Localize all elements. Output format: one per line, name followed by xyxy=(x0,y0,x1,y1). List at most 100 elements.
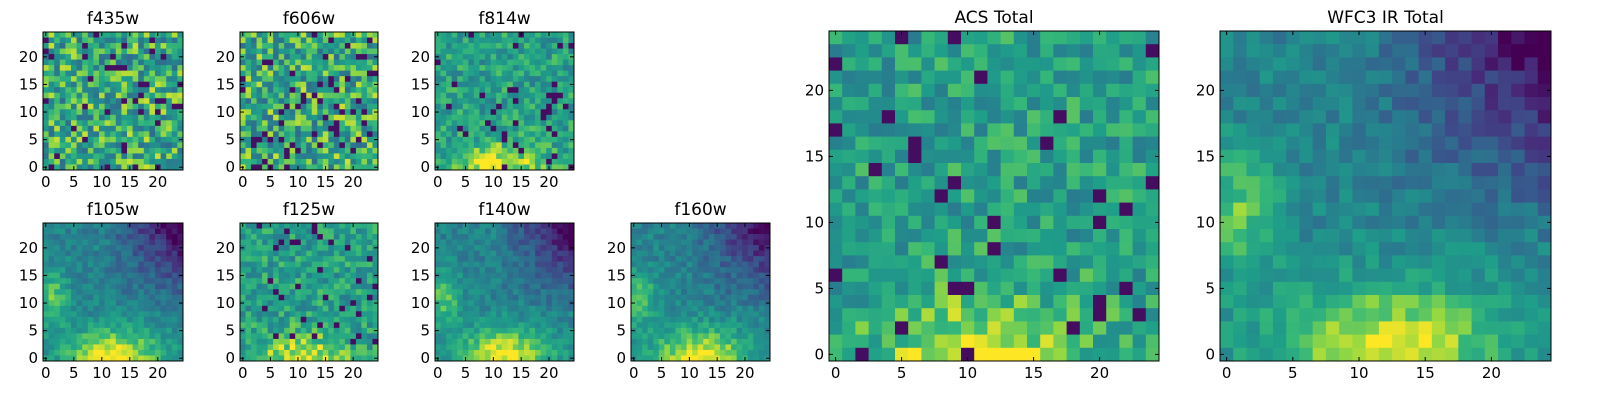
heatmap-cell xyxy=(485,283,491,290)
heatmap-cell xyxy=(71,322,77,329)
heatmap-cell xyxy=(451,239,458,246)
heatmap-cell xyxy=(251,223,257,229)
heatmap-cell xyxy=(110,305,117,312)
heatmap-cell xyxy=(546,256,553,263)
heatmap-cell xyxy=(747,272,754,279)
heatmap-cell xyxy=(82,245,89,251)
heatmap-cell xyxy=(121,158,128,165)
heatmap-cell xyxy=(251,333,257,340)
heatmap-cell xyxy=(855,110,869,124)
heatmap-cell xyxy=(518,76,525,83)
heatmap-cell xyxy=(138,305,145,312)
heatmap-cell xyxy=(251,322,257,329)
heatmap-cell xyxy=(48,81,55,88)
heatmap-cell xyxy=(93,70,100,77)
heatmap-cell xyxy=(350,59,357,66)
heatmap-cell xyxy=(256,327,263,334)
heatmap-cell xyxy=(529,76,536,83)
heatmap-cell xyxy=(65,147,72,154)
x-tick-label: 20 xyxy=(539,364,558,382)
heatmap-cell xyxy=(647,294,654,301)
heatmap-cell xyxy=(87,37,94,44)
heatmap-cell xyxy=(372,76,379,83)
heatmap-cell xyxy=(166,300,173,307)
heatmap-cell xyxy=(82,228,89,235)
heatmap-cell xyxy=(138,142,145,149)
heatmap-cell xyxy=(273,300,280,307)
heatmap-cell xyxy=(468,65,475,72)
heatmap-cell xyxy=(300,223,307,229)
heatmap-cell xyxy=(551,76,558,83)
heatmap-cell xyxy=(551,87,558,94)
heatmap-cell xyxy=(557,355,564,362)
heatmap-cell xyxy=(317,54,324,60)
heatmap-cell xyxy=(457,228,464,235)
heatmap-cell xyxy=(551,114,558,121)
heatmap-cell xyxy=(961,176,975,190)
heatmap-cell xyxy=(535,234,542,240)
heatmap-cell xyxy=(446,76,453,83)
heatmap-cell xyxy=(473,234,480,240)
heatmap-cell xyxy=(719,283,726,290)
heatmap-cell xyxy=(479,109,486,116)
heatmap-cell xyxy=(160,272,167,279)
heatmap-cell xyxy=(155,267,161,274)
heatmap-cell xyxy=(842,97,856,111)
heatmap-cell xyxy=(692,245,699,251)
heatmap-cell xyxy=(110,228,117,235)
heatmap-cell xyxy=(725,311,732,318)
heatmap-cell xyxy=(921,149,935,164)
heatmap-cell xyxy=(166,234,173,240)
heatmap-cell xyxy=(485,59,491,66)
heatmap-cell xyxy=(496,158,503,165)
heatmap-cell xyxy=(82,131,89,138)
heatmap-cell xyxy=(333,65,340,72)
heatmap-cell xyxy=(240,322,246,329)
heatmap-cell xyxy=(54,76,61,83)
heatmap-cell xyxy=(306,322,313,329)
heatmap-cell xyxy=(160,87,167,94)
heatmap-cell xyxy=(501,322,508,329)
heatmap-cell xyxy=(562,327,569,334)
heatmap-cell xyxy=(1093,123,1107,137)
heatmap-cell xyxy=(99,114,105,121)
heatmap-cell xyxy=(753,289,760,296)
heatmap-cell xyxy=(300,147,307,154)
heatmap-cell xyxy=(245,59,252,66)
heatmap-cell xyxy=(440,136,447,143)
heatmap-cell xyxy=(155,272,161,279)
heatmap-cell xyxy=(366,333,373,340)
heatmap-cell xyxy=(322,103,329,110)
heatmap-cell xyxy=(675,305,682,312)
heatmap-cell xyxy=(501,120,508,127)
heatmap-cell xyxy=(245,54,252,60)
heatmap-cell xyxy=(339,120,346,127)
heatmap-cell xyxy=(333,305,340,312)
heatmap-cell xyxy=(71,278,77,285)
heatmap-cell xyxy=(76,278,83,285)
heatmap-cell xyxy=(546,87,553,94)
heatmap-cell xyxy=(322,344,329,351)
heatmap-cell xyxy=(451,70,458,77)
heatmap-cell xyxy=(350,322,357,329)
heatmap-cell xyxy=(562,164,569,171)
heatmap-cell xyxy=(681,344,687,351)
heatmap-cell xyxy=(535,267,542,274)
heatmap-cell xyxy=(895,70,909,85)
heatmap-cell xyxy=(725,300,732,307)
heatmap-cell xyxy=(473,59,480,66)
heatmap-cell xyxy=(568,43,575,49)
heatmap-cell xyxy=(251,164,257,171)
heatmap-cell xyxy=(557,250,564,257)
heatmap-cell xyxy=(350,289,357,296)
heatmap-cell xyxy=(295,136,302,143)
heatmap-cell xyxy=(350,103,357,110)
heatmap-cell xyxy=(681,333,687,340)
heatmap-cell xyxy=(658,327,665,334)
heatmap-cell xyxy=(540,327,547,334)
heatmap-cell xyxy=(947,110,962,124)
heatmap-cell xyxy=(273,349,280,356)
heatmap-cell xyxy=(262,92,268,99)
heatmap-cell xyxy=(177,267,184,274)
